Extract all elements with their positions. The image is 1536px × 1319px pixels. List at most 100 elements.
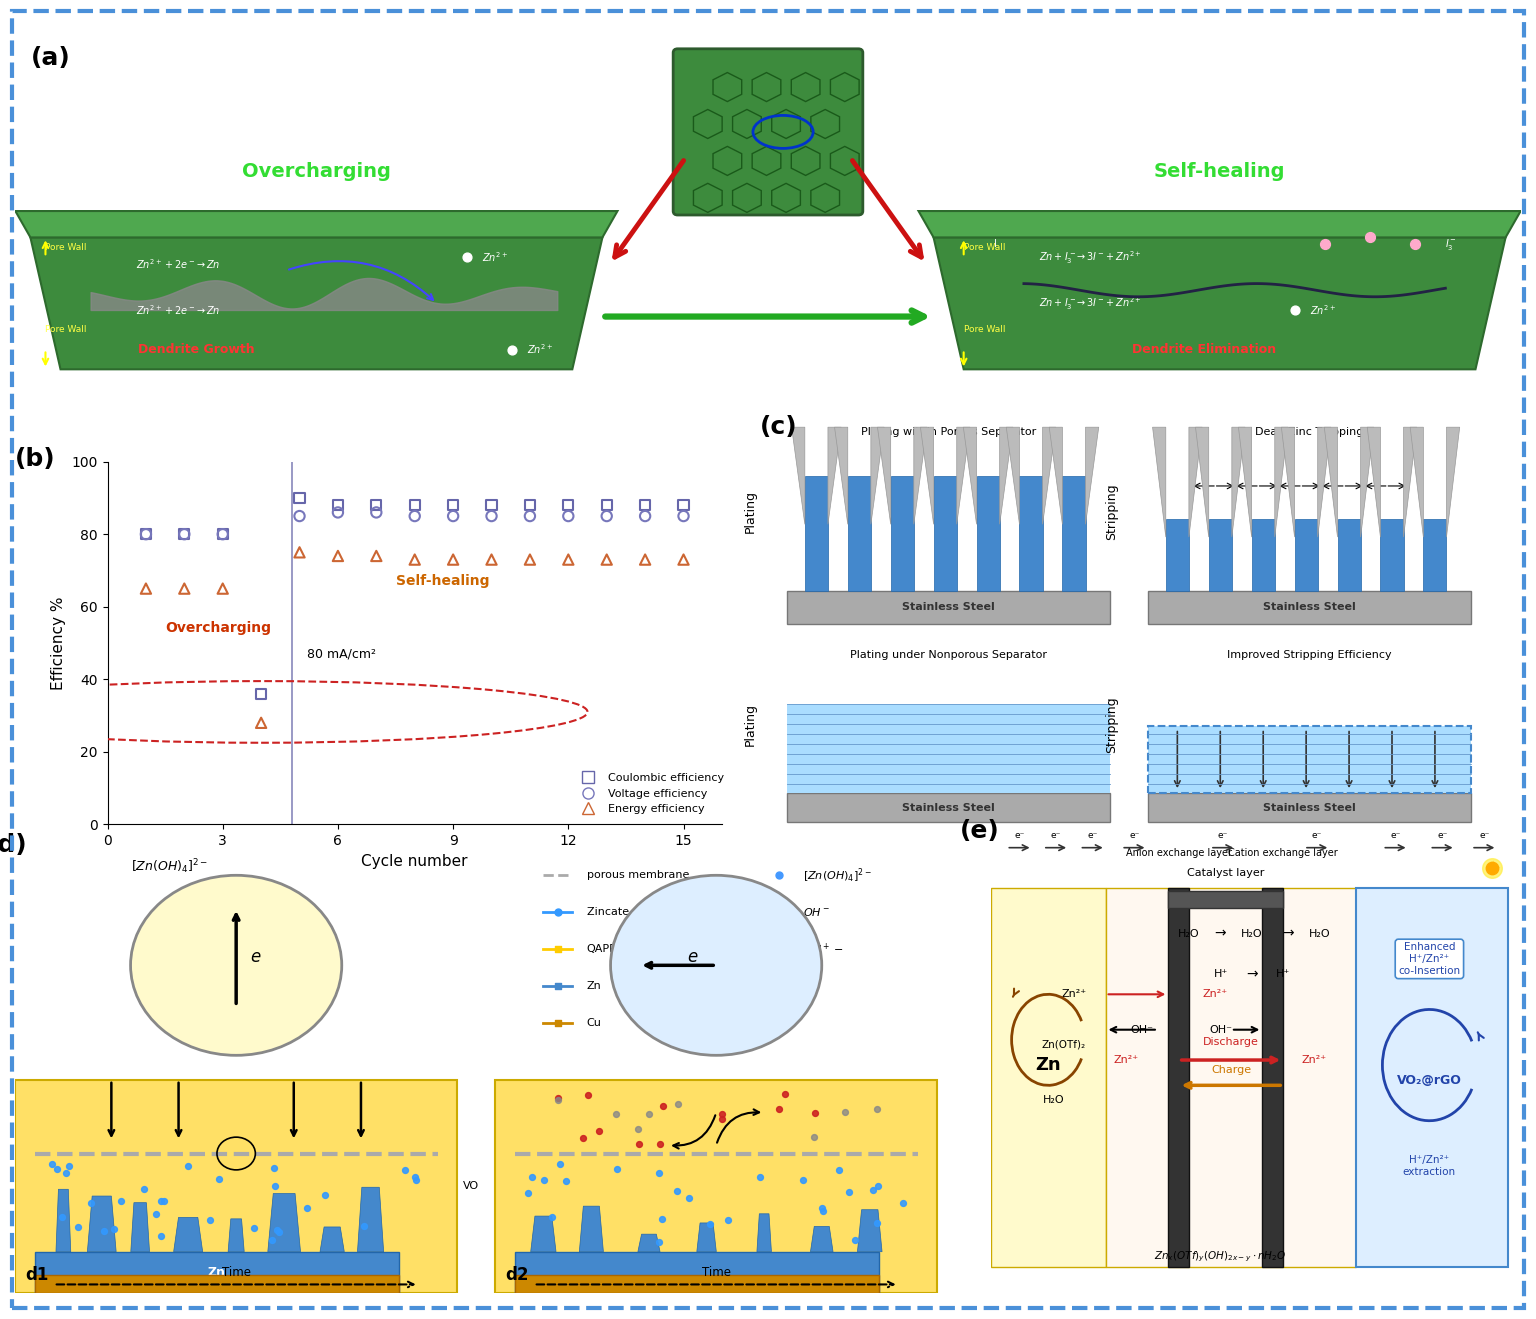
Text: Plating within Porous Separator: Plating within Porous Separator <box>860 427 1037 438</box>
Point <box>134 524 158 545</box>
FancyBboxPatch shape <box>786 591 1111 624</box>
Point <box>172 524 197 545</box>
FancyBboxPatch shape <box>515 1252 879 1293</box>
Polygon shape <box>1404 427 1416 537</box>
Point <box>576 1084 601 1105</box>
Text: Pore Wall: Pore Wall <box>963 244 1005 252</box>
Text: Zn²⁺: Zn²⁺ <box>1061 989 1087 1000</box>
Point <box>594 549 619 570</box>
Point <box>479 495 504 516</box>
Point <box>809 1198 834 1219</box>
FancyBboxPatch shape <box>1106 888 1356 1268</box>
Point <box>266 1219 290 1240</box>
Point <box>671 549 696 570</box>
FancyBboxPatch shape <box>1381 520 1404 591</box>
Y-axis label: Efficiency %: Efficiency % <box>51 596 66 690</box>
Polygon shape <box>757 1213 771 1252</box>
Polygon shape <box>914 427 928 524</box>
Polygon shape <box>1152 427 1166 537</box>
Text: (c): (c) <box>760 415 797 439</box>
Polygon shape <box>963 427 977 524</box>
Point <box>210 578 235 599</box>
Text: OH⁻: OH⁻ <box>1130 1025 1154 1034</box>
Text: I: I <box>994 239 997 249</box>
Point <box>664 1181 688 1202</box>
Polygon shape <box>1195 427 1209 537</box>
Text: e⁻: e⁻ <box>1087 831 1098 840</box>
Text: $I_3^-$: $I_3^-$ <box>1445 236 1458 252</box>
Text: Charge: Charge <box>1210 1066 1250 1075</box>
Text: Overcharging: Overcharging <box>243 162 390 181</box>
Text: e⁻: e⁻ <box>1218 831 1229 840</box>
Point <box>441 495 465 516</box>
Point <box>455 247 479 268</box>
Point <box>134 524 158 545</box>
Point <box>633 505 657 526</box>
Point <box>545 1012 570 1033</box>
Point <box>1358 227 1382 248</box>
Polygon shape <box>791 427 805 524</box>
Point <box>241 1217 266 1239</box>
Point <box>766 902 791 923</box>
Point <box>773 1083 797 1104</box>
Text: VO₂@rGO: VO₂@rGO <box>1396 1074 1462 1087</box>
Text: $Zn^{2+}+2e^-\!\rightarrow Zn$: $Zn^{2+}+2e^-\!\rightarrow Zn$ <box>135 303 220 317</box>
Point <box>210 524 235 545</box>
Point <box>326 495 350 516</box>
Text: Improved Stripping Efficiency: Improved Stripping Efficiency <box>1227 650 1392 661</box>
Text: $[Zn(OH)_4]^{2-}$: $[Zn(OH)_4]^{2-}$ <box>131 857 207 876</box>
Point <box>766 1099 791 1120</box>
Text: (e): (e) <box>960 819 998 843</box>
Point <box>249 683 273 704</box>
Text: Time: Time <box>221 1266 250 1278</box>
Text: H⁺/Zn²⁺
extraction: H⁺/Zn²⁺ extraction <box>1402 1155 1456 1177</box>
Point <box>175 1155 200 1177</box>
Point <box>249 712 273 733</box>
Polygon shape <box>1043 427 1055 524</box>
Polygon shape <box>857 1210 882 1252</box>
FancyBboxPatch shape <box>848 476 871 591</box>
Point <box>149 1225 174 1246</box>
Point <box>548 1153 573 1174</box>
Polygon shape <box>1232 427 1246 537</box>
Point <box>651 1096 676 1117</box>
Text: Zn: Zn <box>1035 1057 1061 1074</box>
Text: Pore Wall: Pore Wall <box>963 326 1005 334</box>
Point <box>134 578 158 599</box>
Point <box>791 1169 816 1190</box>
Point <box>766 938 791 959</box>
Point <box>260 1229 284 1250</box>
Point <box>539 1207 564 1228</box>
Point <box>865 1097 889 1119</box>
Point <box>393 1159 418 1181</box>
Point <box>518 495 542 516</box>
Text: Discharge: Discharge <box>1203 1038 1260 1047</box>
Point <box>697 1213 722 1235</box>
Polygon shape <box>834 427 848 524</box>
Point <box>172 524 197 545</box>
Polygon shape <box>31 237 602 369</box>
FancyBboxPatch shape <box>1169 890 1283 909</box>
Point <box>1479 857 1504 878</box>
Point <box>594 505 619 526</box>
Polygon shape <box>1189 427 1203 537</box>
Point <box>625 1119 650 1140</box>
Point <box>545 1087 570 1108</box>
Point <box>556 549 581 570</box>
FancyBboxPatch shape <box>673 49 863 215</box>
Text: d2: d2 <box>505 1266 528 1285</box>
Text: Plating: Plating <box>743 703 757 745</box>
Polygon shape <box>828 427 842 524</box>
Point <box>811 1200 836 1221</box>
Point <box>802 1126 826 1148</box>
Point <box>545 1089 570 1111</box>
Text: Cation exchange layer: Cation exchange layer <box>1229 848 1338 857</box>
Polygon shape <box>1318 427 1330 537</box>
Point <box>45 1158 69 1179</box>
FancyBboxPatch shape <box>934 476 957 591</box>
FancyBboxPatch shape <box>786 793 1111 822</box>
FancyBboxPatch shape <box>535 859 966 1063</box>
Text: ✦: ✦ <box>1484 859 1501 877</box>
Text: Stripping: Stripping <box>1104 483 1118 539</box>
Point <box>287 488 312 509</box>
